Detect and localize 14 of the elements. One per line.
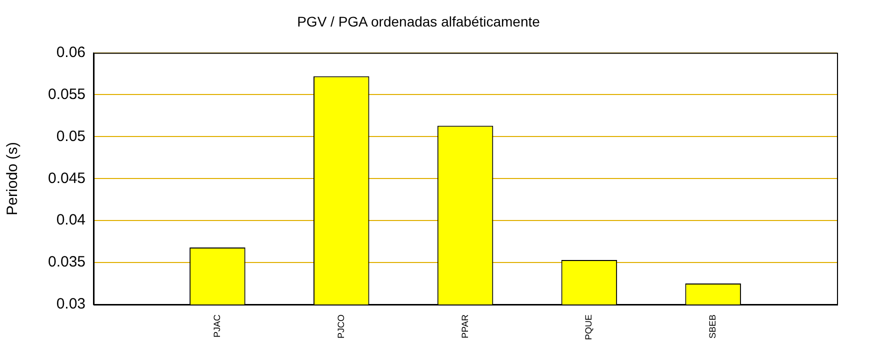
y-tick-label: 0.035 — [48, 254, 86, 271]
y-tick-label: 0.045 — [48, 170, 86, 187]
x-tick-label: PPAR — [460, 314, 470, 338]
y-tick-label: 0.06 — [56, 44, 86, 61]
x-tick-label: PJCO — [336, 314, 346, 339]
x-tick-label: PQUE — [584, 314, 594, 340]
y-tick-label: 0.05 — [56, 128, 86, 145]
y-tick-label: 0.055 — [48, 86, 86, 103]
y-axis-title: Periodo (s) — [4, 142, 22, 216]
y-tick-label: 0.04 — [56, 212, 86, 229]
x-tick-label: SBEB — [708, 314, 718, 339]
chart-title: PGV / PGA ordenadas alfabéticamente — [297, 13, 540, 30]
x-tick-label: PJAC — [212, 314, 222, 338]
y-tick-label: 0.03 — [56, 296, 86, 313]
